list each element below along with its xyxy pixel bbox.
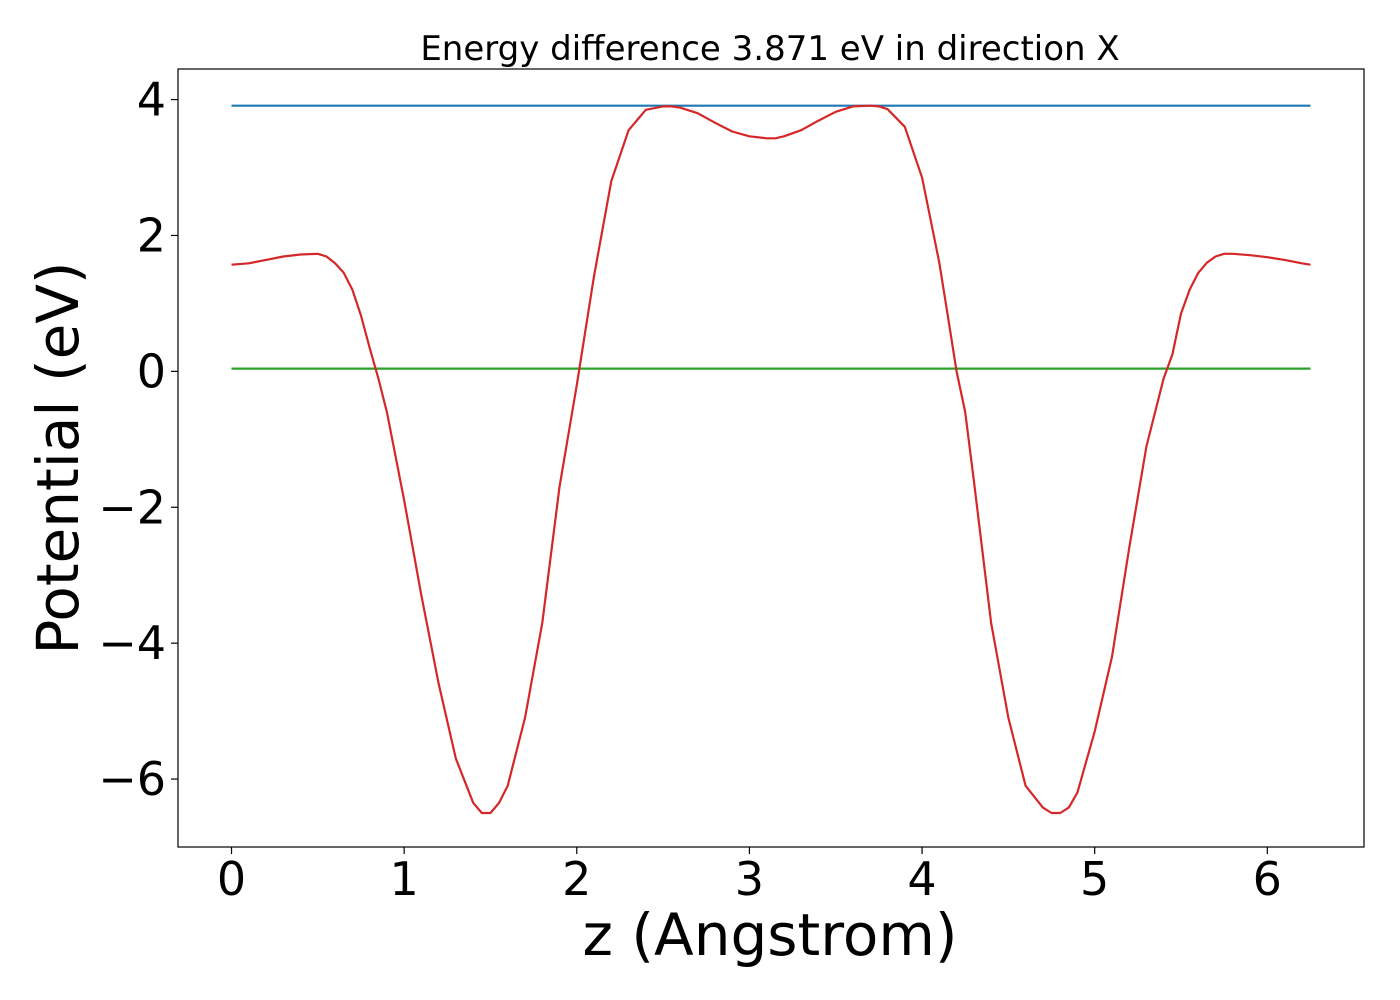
chart-title: Energy difference 3.871 eV in direction … (420, 29, 1119, 69)
y-tick-label: 4 (137, 73, 166, 127)
x-tick-label: 1 (390, 852, 419, 906)
x-axis-label: z (Angstrom) (583, 901, 958, 969)
x-tick-label: 4 (907, 852, 936, 906)
x-tick-label: 5 (1080, 852, 1109, 906)
series-line-2 (231, 104, 1311, 815)
x-tick-label: 2 (562, 852, 591, 906)
x-axis-ticks: 0 1 2 3 4 5 6 (217, 847, 1282, 906)
y-axis-ticks: −6 −4 −2 0 2 4 (98, 73, 178, 806)
x-tick-label: 3 (735, 852, 764, 906)
y-tick-label: 0 (137, 344, 166, 398)
y-tick-label: 2 (137, 208, 166, 262)
plot-frame (177, 68, 1365, 848)
y-tick-label: −2 (98, 480, 166, 534)
y-axis-label: Potential (eV) (24, 261, 92, 654)
x-tick-label: 6 (1253, 852, 1282, 906)
x-tick-label: 0 (217, 852, 246, 906)
y-tick-label: −6 (98, 752, 166, 806)
y-tick-label: −4 (98, 616, 166, 670)
plot-area (231, 104, 1311, 815)
